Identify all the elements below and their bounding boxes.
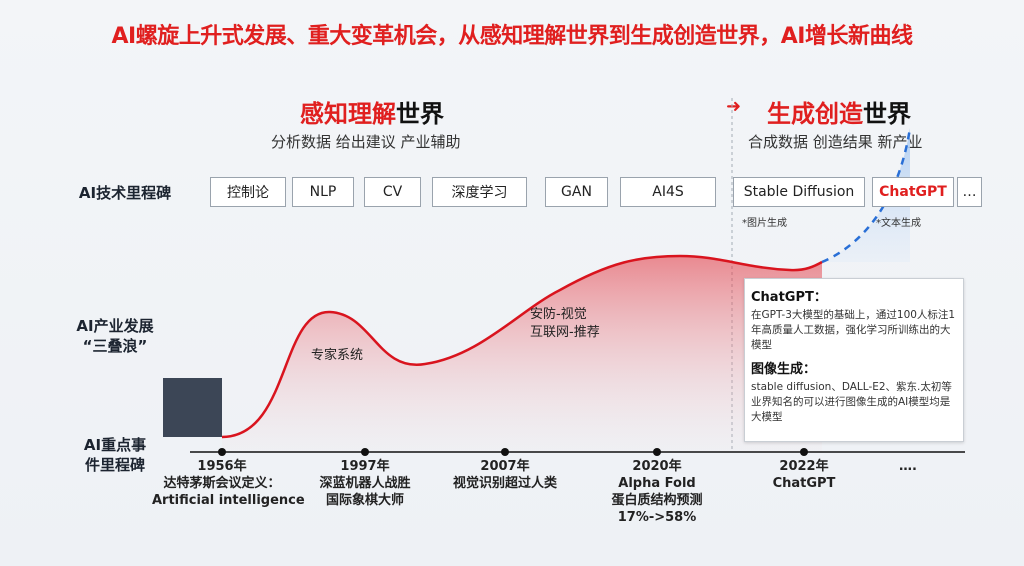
- origin-block: [163, 378, 222, 437]
- wave-curve: [221, 254, 823, 439]
- era-left-title-red: 感知理解: [300, 100, 396, 128]
- info-body-image-generation: stable diffusion、DALL-E2、紫东.太初等业界知名的可以进行…: [751, 381, 952, 423]
- event-2020: 2020年 Alpha Fold 蛋白质结构预测 17%->58%: [592, 458, 722, 526]
- event-1997: 1997年 深蓝机器人战胜 国际象棋大师: [300, 458, 430, 509]
- event-year: 2022年: [779, 459, 829, 474]
- event-year: ….: [899, 459, 917, 474]
- event-line1: 视觉识别超过人类: [452, 476, 557, 491]
- row-label-events-line1: AI重点事: [83, 436, 147, 454]
- event-year: 2020年: [632, 459, 682, 474]
- event-2022: 2022年 ChatGPT: [754, 458, 854, 492]
- info-body-chatgpt: 在GPT-3大模型的基础上，通过100人标注1年高质量人工数据，强化学习所训练出…: [751, 309, 956, 351]
- growth-curve-dashed: [821, 127, 912, 264]
- arrow-right-icon: ➜: [726, 96, 742, 117]
- event-line2: Artificial intelligence: [152, 493, 305, 508]
- row-label-industry: AI产业发展 “三叠浪”: [50, 316, 180, 356]
- note-text-generation: *文本生成: [876, 218, 921, 229]
- event-year: 2007年: [480, 459, 530, 474]
- era-left-title: 感知理解世界: [300, 94, 444, 129]
- timeline-dot-1956: [218, 448, 226, 456]
- event-2007: 2007年 视觉识别超过人类: [440, 458, 570, 492]
- event-more: ….: [880, 458, 936, 475]
- tech-milestone-more: …: [957, 177, 982, 207]
- event-1956: 1956年 达特茅斯会议定义： Artificial intelligence: [152, 458, 305, 509]
- event-line2: 国际象棋大师: [325, 493, 404, 508]
- event-line3: 17%->58%: [617, 510, 697, 525]
- timeline-dot-2020: [653, 448, 661, 456]
- timeline-dot-2022: [800, 448, 808, 456]
- wave-label-expert-system: 专家系统: [311, 348, 364, 363]
- event-year: 1956年: [197, 459, 247, 474]
- era-right-title: 生成创造世界: [767, 94, 911, 129]
- note-image-generation: *图片生成: [742, 218, 787, 229]
- era-right-subtitle: 合成数据 创造结果 新产业: [748, 133, 923, 151]
- event-year: 1997年: [340, 459, 390, 474]
- tech-milestone-gan: GAN: [545, 177, 608, 207]
- tech-milestone-cybernetics: 控制论: [210, 177, 286, 207]
- wave-label-vision: 安防-视觉 互联网-推荐: [530, 306, 600, 342]
- era-left-title-black: 世界: [396, 100, 444, 128]
- tech-milestone-cv: CV: [364, 177, 421, 207]
- event-line1: ChatGPT: [772, 476, 836, 491]
- row-label-industry-line2: “三叠浪”: [82, 337, 148, 355]
- chatgpt-info-box: ChatGPT： 在GPT-3大模型的基础上，通过100人标注1年高质量人工数据…: [744, 278, 964, 442]
- timeline-dot-2007: [501, 448, 509, 456]
- info-heading-image-generation: 图像生成：: [751, 362, 817, 377]
- info-heading-chatgpt: ChatGPT：: [751, 290, 827, 305]
- era-right-title-red: 生成创造: [767, 100, 863, 128]
- row-label-events-line2: 件里程碑: [84, 456, 145, 474]
- wave-label-vision-line1: 安防-视觉: [530, 307, 587, 322]
- tech-milestone-chatgpt: ChatGPT: [872, 177, 954, 207]
- wave-label-vision-line2: 互联网-推荐: [530, 325, 600, 340]
- tech-milestone-nlp: NLP: [292, 177, 354, 207]
- row-label-events: AI重点事 件里程碑: [50, 435, 180, 475]
- event-line2: 蛋白质结构预测: [611, 493, 703, 508]
- event-line1: 深蓝机器人战胜: [319, 476, 411, 491]
- timeline-dot-1997: [361, 448, 369, 456]
- event-line1: 达特茅斯会议定义：: [163, 476, 281, 491]
- row-label-industry-line1: AI产业发展: [76, 317, 154, 335]
- tech-milestone-deep-learning: 深度学习: [432, 177, 527, 207]
- era-left-subtitle: 分析数据 给出建议 产业辅助: [271, 133, 461, 151]
- tech-milestone-stable-diffusion: Stable Diffusion: [733, 177, 865, 207]
- wave-area: [222, 256, 822, 452]
- era-right-title-black: 世界: [863, 100, 911, 128]
- row-label-milestones: AI技术里程碑: [78, 184, 172, 202]
- event-line1: Alpha Fold: [618, 476, 696, 491]
- growth-area: [822, 128, 910, 262]
- page-title: AI螺旋上升式发展、重大变革机会，从感知理解世界到生成创造世界，AI增长新曲线: [111, 24, 913, 49]
- tech-milestone-ai4s: AI4S: [620, 177, 716, 207]
